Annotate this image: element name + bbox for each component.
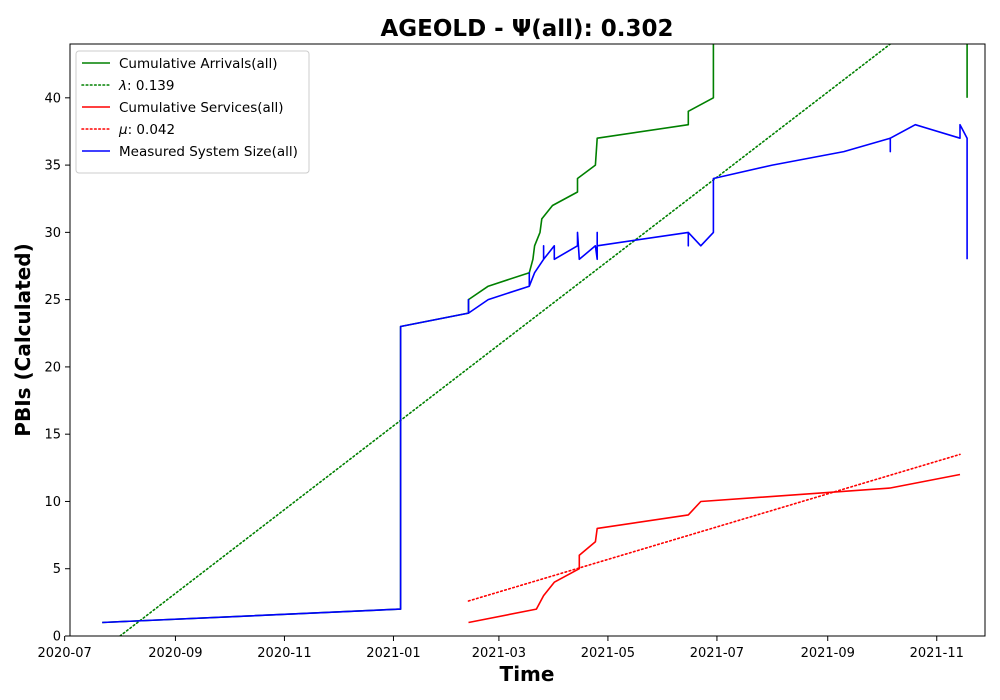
series-line-2 xyxy=(119,44,892,636)
x-tick-label: 2020-07 xyxy=(37,646,91,661)
x-tick-label: 2021-09 xyxy=(801,646,855,661)
y-tick-label: 20 xyxy=(44,360,61,375)
legend-label-5: Measured System Size(all) xyxy=(119,144,298,160)
x-axis-title: Time xyxy=(500,662,555,686)
y-tick-label: 5 xyxy=(53,562,61,577)
x-tick-label: 2021-11 xyxy=(910,646,964,661)
legend-label-3: Cumulative Services(all) xyxy=(119,100,284,116)
series-layer xyxy=(102,44,968,636)
x-tick-label: 2020-09 xyxy=(148,646,202,661)
series-line-3 xyxy=(468,473,961,624)
legend-label-1: Cumulative Arrivals(all) xyxy=(119,56,278,72)
x-tick-label: 2020-11 xyxy=(257,646,311,661)
legend-box xyxy=(75,50,310,174)
y-tick-label: 30 xyxy=(44,226,61,241)
plot-frame xyxy=(69,43,986,637)
y-axis-title: PBIs (Calculated) xyxy=(11,243,35,436)
y-tick-label: 40 xyxy=(44,91,61,106)
x-tick-label: 2021-01 xyxy=(366,646,420,661)
x-tick-label: 2021-07 xyxy=(690,646,744,661)
series-line-4 xyxy=(467,453,961,602)
series-line-5 xyxy=(102,123,968,624)
y-tick-label: 15 xyxy=(44,428,61,443)
y-tick-label: 10 xyxy=(44,495,61,510)
legend-label-4: μ: 0.042 xyxy=(118,122,175,138)
x-tick-label: 2021-03 xyxy=(472,646,526,661)
x-tick-label: 2021-05 xyxy=(581,646,635,661)
legend: Cumulative Arrivals(all) λ: 0.139 Cumulati… xyxy=(75,50,310,174)
y-tick-label: 0 xyxy=(53,630,61,645)
x-axis: 2020-07 2020-09 2020-11 2021-01 2021-03 2021-… xyxy=(37,636,964,661)
y-tick-label: 35 xyxy=(44,159,61,174)
y-tick-label: 25 xyxy=(44,293,61,308)
y-axis: 0 5 10 15 20 25 30 35 40 xyxy=(44,91,70,645)
legend-label-2: λ: 0.139 xyxy=(118,78,175,94)
chart-title: AGEOLD - Ψ(all): 0.302 xyxy=(380,16,673,42)
